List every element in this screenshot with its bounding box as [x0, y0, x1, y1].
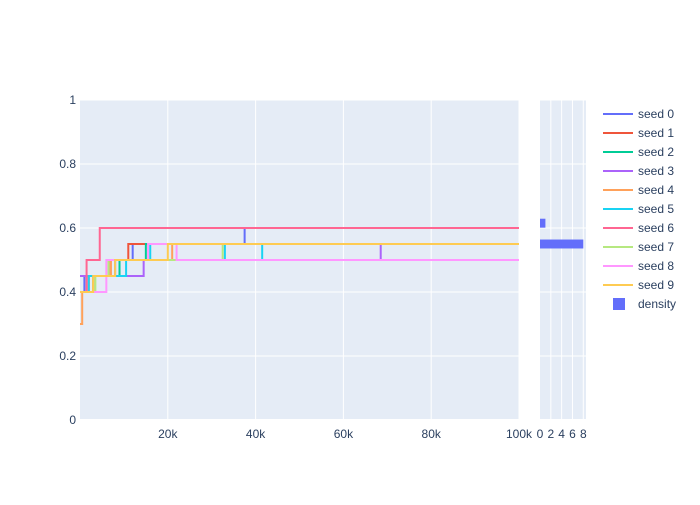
legend-label: seed 4 — [638, 183, 674, 197]
series-line-seed-9 — [80, 243, 519, 293]
main-x-tick-label: 20k — [158, 427, 178, 441]
series-line-seed-8 — [80, 243, 519, 293]
marginal-x-tick-label: 6 — [569, 427, 576, 441]
legend-label: seed 1 — [638, 126, 674, 140]
marginal-gridlines — [540, 99, 586, 421]
density-bar — [540, 239, 584, 249]
legend-label: seed 5 — [638, 202, 674, 216]
legend-label: seed 9 — [638, 278, 674, 292]
legend-label: seed 6 — [638, 221, 674, 235]
marginal-density-bars — [540, 218, 584, 249]
legend[interactable]: seed 0 seed 1 seed 2 seed 3 seed 4 seed 5 seed… — [603, 107, 676, 311]
marginal-x-tick-label: 8 — [580, 427, 587, 441]
marginal-x-tick-label: 4 — [558, 427, 565, 441]
main-y-tick-label: 1 — [69, 93, 76, 107]
legend-item[interactable]: seed 8 — [603, 259, 674, 273]
legend-label: seed 0 — [638, 107, 674, 121]
main-y-tick-label: 0 — [69, 413, 76, 427]
legend-swatch — [613, 298, 625, 310]
legend-label: seed 3 — [638, 164, 674, 178]
legend-item[interactable]: seed 4 — [603, 183, 674, 197]
legend-label: seed 8 — [638, 259, 674, 273]
legend-item[interactable]: seed 9 — [603, 278, 674, 292]
series-line-seed-5 — [80, 243, 519, 293]
legend-item[interactable]: seed 0 — [603, 107, 674, 121]
marginal-x-tick-label: 2 — [547, 427, 554, 441]
marginal-plot-background — [540, 100, 586, 420]
main-x-tick-label: 40k — [246, 427, 266, 441]
legend-item[interactable]: seed 1 — [603, 126, 674, 140]
main-y-tick-label: 0.8 — [59, 157, 76, 171]
legend-item[interactable]: seed 3 — [603, 164, 674, 178]
main-y-tick-label: 0.6 — [59, 221, 76, 235]
legend-item[interactable]: seed 7 — [603, 240, 674, 254]
legend-label: seed 2 — [638, 145, 674, 159]
legend-item[interactable]: seed 5 — [603, 202, 674, 216]
main-x-tick-label: 100k — [506, 427, 533, 441]
main-x-tick-label: 80k — [422, 427, 442, 441]
main-y-tick-label: 0.2 — [59, 349, 76, 363]
legend-item[interactable]: seed 2 — [603, 145, 674, 159]
marginal-x-tick-label: 0 — [537, 427, 544, 441]
legend-label: density — [638, 297, 676, 311]
main-y-tick-labels: 0 0.2 0.4 0.6 0.8 1 — [59, 93, 76, 427]
legend-label: seed 7 — [638, 240, 674, 254]
main-x-tick-label: 60k — [334, 427, 354, 441]
series-line-seed-7 — [80, 243, 519, 293]
main-series-lines — [80, 227, 519, 325]
main-y-tick-label: 0.4 — [59, 285, 76, 299]
density-bar — [540, 218, 546, 228]
legend-item[interactable]: density — [613, 297, 676, 311]
legend-item[interactable]: seed 6 — [603, 221, 674, 235]
main-x-tick-labels: 20k 40k 60k 80k 100k — [158, 427, 533, 441]
